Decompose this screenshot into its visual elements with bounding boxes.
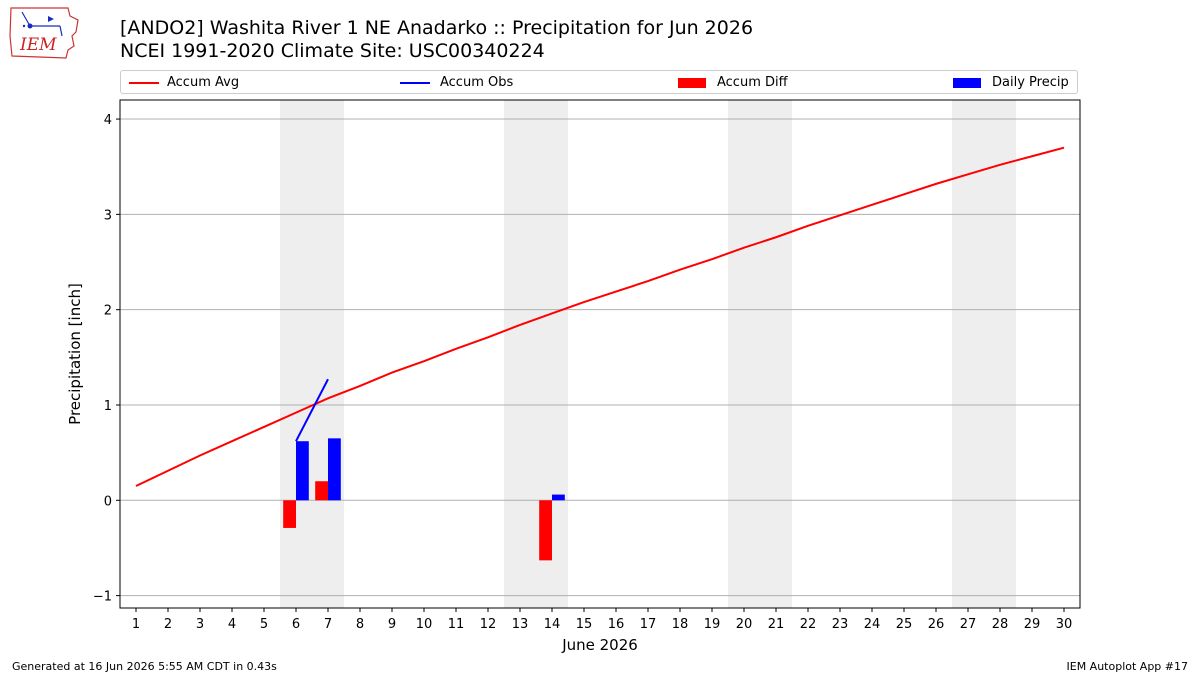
x-tick-label: 25 <box>896 617 913 632</box>
x-tick-label: 11 <box>448 617 465 632</box>
legend-swatch-daily-precip <box>953 78 981 88</box>
legend-label-accum-avg: Accum Avg <box>167 75 240 90</box>
x-tick-label: 27 <box>960 617 977 632</box>
x-tick-label: 15 <box>576 617 593 632</box>
x-axis-ticks: 1 2 3 4 5 6 7 8 9 10 11 12 13 14 15 16 17 18 19 20 21 22 23 24 2… <box>132 608 1072 632</box>
footer-generated: Generated at 16 Jun 2026 5:55 AM CDT in … <box>12 660 277 673</box>
footer-app: IEM Autoplot App #17 <box>1066 660 1189 673</box>
x-tick-label: 8 <box>356 617 364 632</box>
x-tick-label: 6 <box>292 617 300 632</box>
title-line-2: NCEI 1991-2020 Climate Site: USC00340224 <box>120 40 545 62</box>
legend: Accum Avg Accum Obs Accum Diff Daily Pre… <box>120 70 1078 94</box>
x-tick-label: 3 <box>196 617 204 632</box>
weekend-shading <box>280 100 1016 608</box>
accum-obs-line <box>295 378 329 442</box>
y-tick-label: 1 <box>104 399 112 414</box>
legend-swatch-accum-obs <box>400 82 430 84</box>
legend-swatch-accum-diff <box>678 78 706 88</box>
chart-title: [ANDO2] Washita River 1 NE Anadarko :: P… <box>120 17 753 63</box>
daily-precip-bar <box>296 441 309 501</box>
bar-series <box>283 438 565 561</box>
x-tick-label: 18 <box>672 617 689 632</box>
plot-frame <box>119 99 1081 609</box>
x-tick-label: 20 <box>736 617 753 632</box>
accum-diff-bar <box>315 481 328 501</box>
x-tick-label: 17 <box>640 617 657 632</box>
x-tick-label: 10 <box>416 617 433 632</box>
x-tick-label: 2 <box>164 617 172 632</box>
logo-text: IEM <box>19 35 57 55</box>
legend-item-daily-precip: Daily Precip <box>953 74 1075 92</box>
y-grid <box>120 118 1080 597</box>
y-axis-ticks: −1 0 1 2 3 4 <box>93 113 120 605</box>
legend-item-accum-avg: Accum Avg <box>125 74 325 92</box>
y-tick-label: 2 <box>104 304 112 319</box>
legend-item-accum-obs: Accum Obs <box>400 74 600 92</box>
accum-diff-bar <box>539 500 552 561</box>
x-tick-label: 14 <box>544 617 561 632</box>
x-tick-label: 26 <box>928 617 945 632</box>
daily-precip-bar <box>552 494 565 501</box>
weekend-band <box>280 100 344 608</box>
accum-diff-bar <box>283 500 296 528</box>
y-tick-label: 3 <box>104 208 112 223</box>
title-line-1: [ANDO2] Washita River 1 NE Anadarko :: P… <box>120 17 754 39</box>
weekend-band <box>504 100 568 608</box>
accum-avg-line <box>135 146 1065 487</box>
x-axis-label: June 2026 <box>561 636 638 654</box>
iem-logo-graphic: IEM <box>9 7 79 59</box>
iem-logo: IEM <box>8 6 80 60</box>
legend-label-accum-diff: Accum Diff <box>717 75 788 90</box>
x-tick-label: 28 <box>992 617 1009 632</box>
x-tick-label: 12 <box>480 617 497 632</box>
x-tick-label: 22 <box>800 617 817 632</box>
daily-precip-bar <box>328 438 341 501</box>
weekend-band <box>728 100 792 608</box>
x-tick-label: 30 <box>1056 617 1073 632</box>
x-tick-label: 16 <box>608 617 625 632</box>
x-tick-label: 21 <box>768 617 785 632</box>
y-tick-label: −1 <box>93 590 112 605</box>
x-tick-label: 29 <box>1024 617 1041 632</box>
weekend-band <box>952 100 1016 608</box>
x-tick-label: 1 <box>132 617 140 632</box>
x-tick-label: 5 <box>260 617 268 632</box>
x-tick-label: 13 <box>512 617 529 632</box>
x-tick-label: 23 <box>832 617 849 632</box>
legend-swatch-accum-avg <box>129 82 159 84</box>
legend-label-accum-obs: Accum Obs <box>440 75 514 90</box>
x-tick-label: 19 <box>704 617 721 632</box>
y-tick-label: 0 <box>104 494 112 509</box>
legend-label-daily-precip: Daily Precip <box>992 75 1069 90</box>
x-tick-label: 4 <box>228 617 236 632</box>
x-tick-label: 9 <box>388 617 396 632</box>
y-tick-label: 4 <box>104 113 112 128</box>
line-series <box>135 146 1065 487</box>
x-tick-label: 24 <box>864 617 881 632</box>
x-tick-label: 7 <box>324 617 332 632</box>
y-axis-label: Precipitation [inch] <box>66 283 84 425</box>
legend-item-accum-diff: Accum Diff <box>678 74 878 92</box>
